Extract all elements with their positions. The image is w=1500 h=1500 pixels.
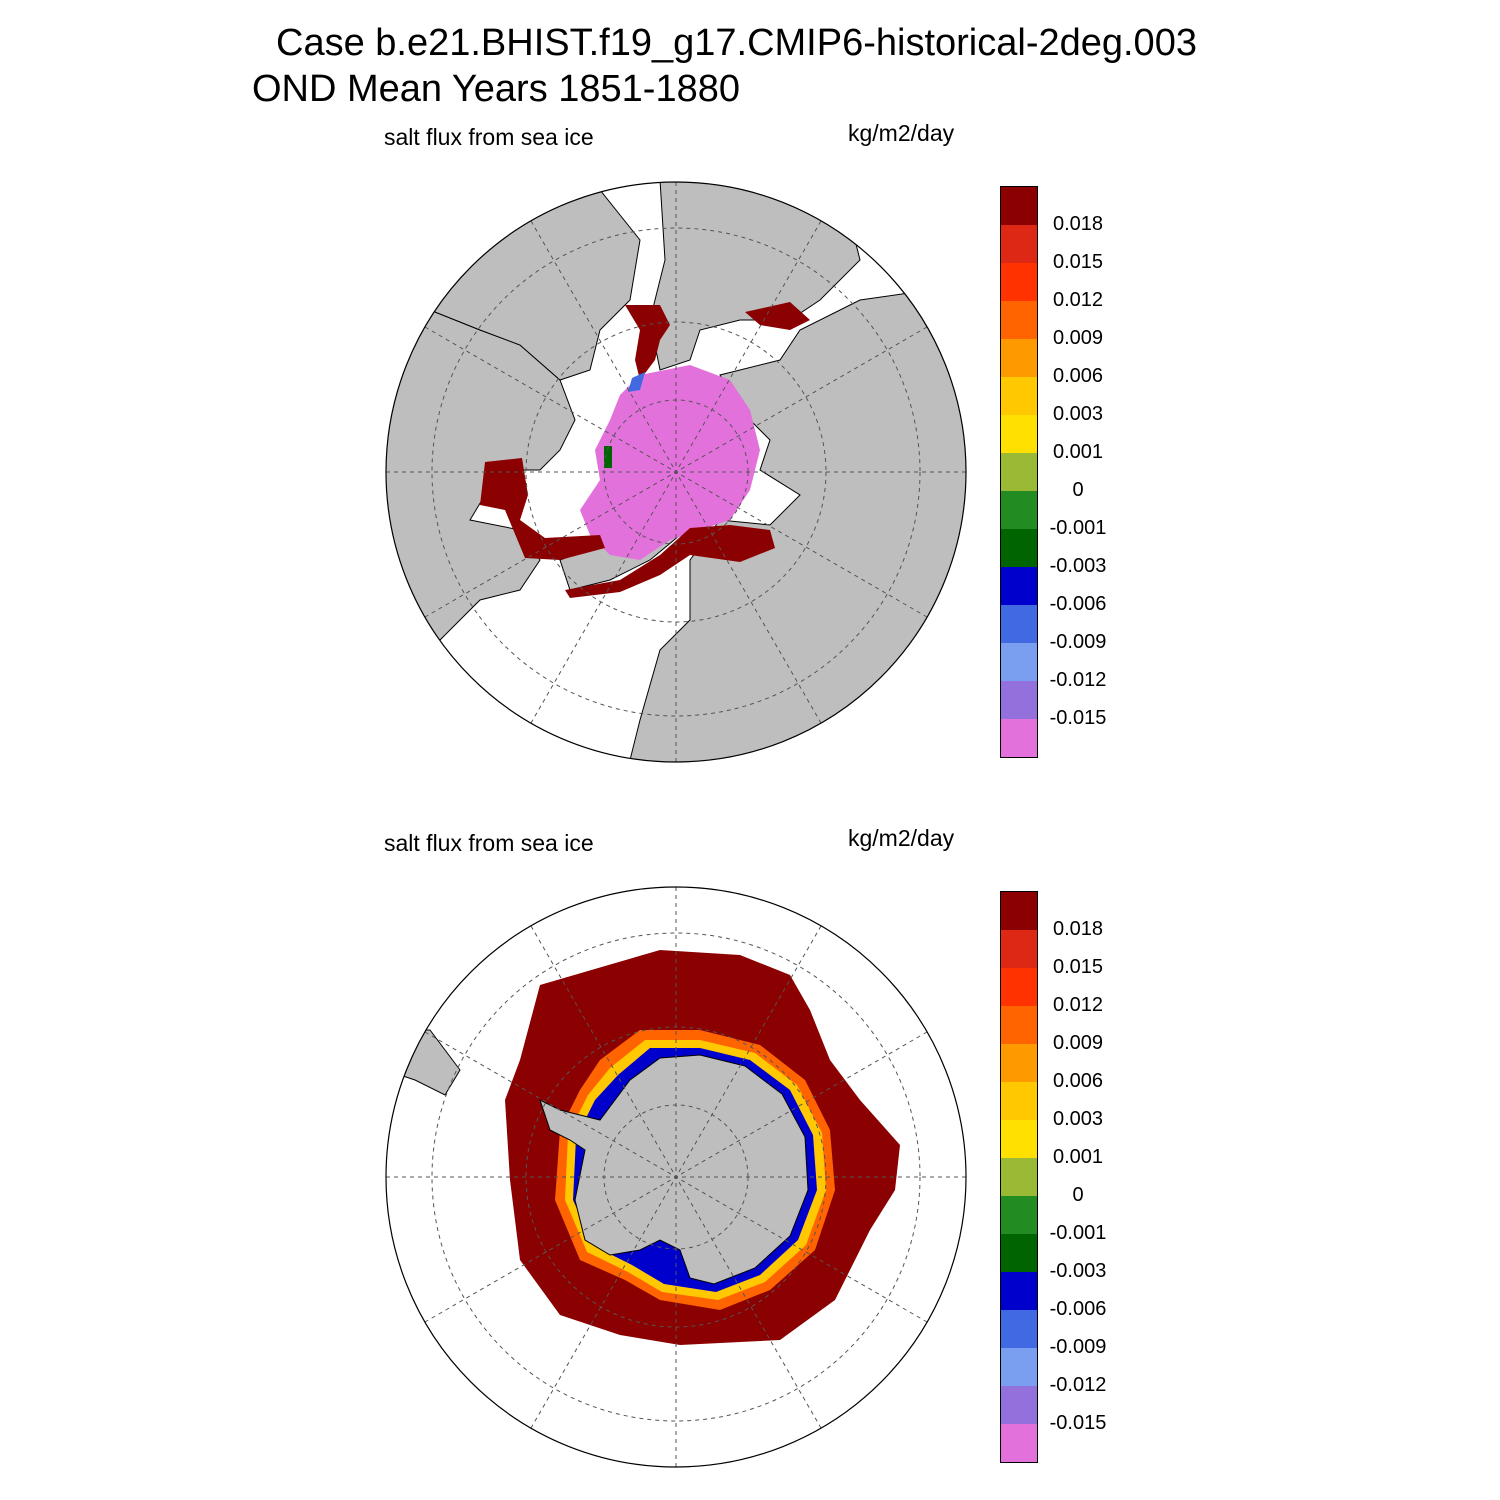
north-graticule bbox=[386, 182, 966, 762]
south-colorbar-swatch bbox=[1001, 1272, 1037, 1310]
south-colorbar-swatch bbox=[1001, 1006, 1037, 1044]
south-colorbar-swatch bbox=[1001, 1196, 1037, 1234]
north-arctic-ice-flux bbox=[580, 365, 760, 560]
south-colorbar-swatch bbox=[1001, 930, 1037, 968]
south-map-boundary bbox=[385, 886, 967, 1468]
north-polar-map bbox=[385, 181, 967, 763]
south-land-antarctica bbox=[539, 1054, 809, 1285]
south-colorbar-tick-label: -0.009 bbox=[1049, 1336, 1107, 1358]
north-colorbar-swatch bbox=[1001, 415, 1037, 453]
north-colorbar-swatch bbox=[1001, 453, 1037, 491]
north-colorbar-swatch bbox=[1001, 643, 1037, 681]
north-colorbar-tick-label: -0.006 bbox=[1049, 593, 1107, 615]
south-colorbar-swatch bbox=[1001, 1234, 1037, 1272]
north-colorbar-tick-label: 0.006 bbox=[1052, 365, 1104, 387]
south-colorbar-tick-label: -0.006 bbox=[1049, 1298, 1107, 1320]
north-colorbar-swatch bbox=[1001, 339, 1037, 377]
north-colorbar-tick-label: -0.009 bbox=[1049, 631, 1107, 653]
north-colorbar-swatch bbox=[1001, 377, 1037, 415]
south-colorbar-tick-label: 0.012 bbox=[1052, 994, 1104, 1016]
south-units-label: kg/m2/day bbox=[848, 825, 955, 851]
south-colorbar-tick-label: -0.003 bbox=[1049, 1260, 1107, 1282]
north-colorbar-tick-label: -0.001 bbox=[1049, 517, 1107, 539]
north-colorbar-swatch bbox=[1001, 225, 1037, 263]
north-variable-label: salt flux from sea ice bbox=[384, 124, 594, 150]
north-colorbar-swatch bbox=[1001, 301, 1037, 339]
south-colorbar-swatch bbox=[1001, 1424, 1037, 1462]
north-map-boundary bbox=[385, 181, 967, 763]
north-colorbar-swatch bbox=[1001, 491, 1037, 529]
north-flux-negative-edge bbox=[628, 372, 645, 392]
north-colorbar-tick-label: 0.003 bbox=[1052, 403, 1104, 425]
south-colorbar-tick-label: -0.012 bbox=[1049, 1374, 1107, 1396]
north-colorbar bbox=[1000, 186, 1038, 758]
south-colorbar-tick-label: 0.003 bbox=[1052, 1108, 1104, 1130]
north-flux-bering bbox=[625, 305, 670, 380]
north-colorbar-tick-label: 0.001 bbox=[1052, 441, 1104, 463]
north-colorbar-tick-label: -0.012 bbox=[1049, 669, 1107, 691]
south-colorbar-tick-label: 0.015 bbox=[1052, 956, 1104, 978]
north-colorbar-tick-label: 0.018 bbox=[1052, 213, 1104, 235]
south-colorbar-swatch bbox=[1001, 892, 1037, 930]
south-colorbar-tick-label: 0 bbox=[1072, 1184, 1084, 1206]
south-colorbar-swatch bbox=[1001, 1348, 1037, 1386]
south-colorbar-swatch bbox=[1001, 1386, 1037, 1424]
plot-title-line-2: OND Mean Years 1851-1880 bbox=[252, 68, 740, 110]
south-colorbar-tick-label: -0.001 bbox=[1049, 1222, 1107, 1244]
plot-title-line-1: Case b.e21.BHIST.f19_g17.CMIP6-historica… bbox=[276, 22, 1197, 64]
north-flux-labrador bbox=[480, 458, 605, 560]
north-units-label: kg/m2/day bbox=[848, 120, 955, 146]
north-colorbar-swatch bbox=[1001, 681, 1037, 719]
south-polar-map bbox=[385, 886, 967, 1468]
north-colorbar-tick-label: -0.003 bbox=[1049, 555, 1107, 577]
north-colorbar-swatch bbox=[1001, 719, 1037, 757]
north-flux-near-zero bbox=[604, 446, 612, 468]
south-colorbar-swatch bbox=[1001, 1120, 1037, 1158]
south-colorbar-tick-label: 0.006 bbox=[1052, 1070, 1104, 1092]
south-colorbar-swatch bbox=[1001, 968, 1037, 1006]
north-colorbar-swatch bbox=[1001, 605, 1037, 643]
south-colorbar-swatch bbox=[1001, 1310, 1037, 1348]
south-colorbar bbox=[1000, 891, 1038, 1463]
north-colorbar-swatch bbox=[1001, 187, 1037, 225]
north-colorbar-tick-label: 0 bbox=[1072, 479, 1084, 501]
north-colorbar-tick-label: -0.015 bbox=[1049, 707, 1107, 729]
north-flux-greenland-barents bbox=[565, 525, 775, 598]
north-colorbar-tick-label: 0.009 bbox=[1052, 327, 1104, 349]
south-graticule bbox=[386, 887, 966, 1467]
north-colorbar-swatch bbox=[1001, 529, 1037, 567]
north-colorbar-swatch bbox=[1001, 263, 1037, 301]
south-colorbar-swatch bbox=[1001, 1158, 1037, 1196]
south-colorbar-tick-label: 0.009 bbox=[1052, 1032, 1104, 1054]
north-colorbar-tick-label: 0.015 bbox=[1052, 251, 1104, 273]
north-colorbar-swatch bbox=[1001, 567, 1037, 605]
south-colorbar-tick-label: -0.015 bbox=[1049, 1412, 1107, 1434]
south-colorbar-swatch bbox=[1001, 1082, 1037, 1120]
south-variable-label: salt flux from sea ice bbox=[384, 830, 594, 856]
north-colorbar-tick-label: 0.012 bbox=[1052, 289, 1104, 311]
south-colorbar-swatch bbox=[1001, 1044, 1037, 1082]
south-colorbar-tick-label: 0.001 bbox=[1052, 1146, 1104, 1168]
north-flux-okhotsk bbox=[745, 302, 810, 330]
south-colorbar-tick-label: 0.018 bbox=[1052, 918, 1104, 940]
